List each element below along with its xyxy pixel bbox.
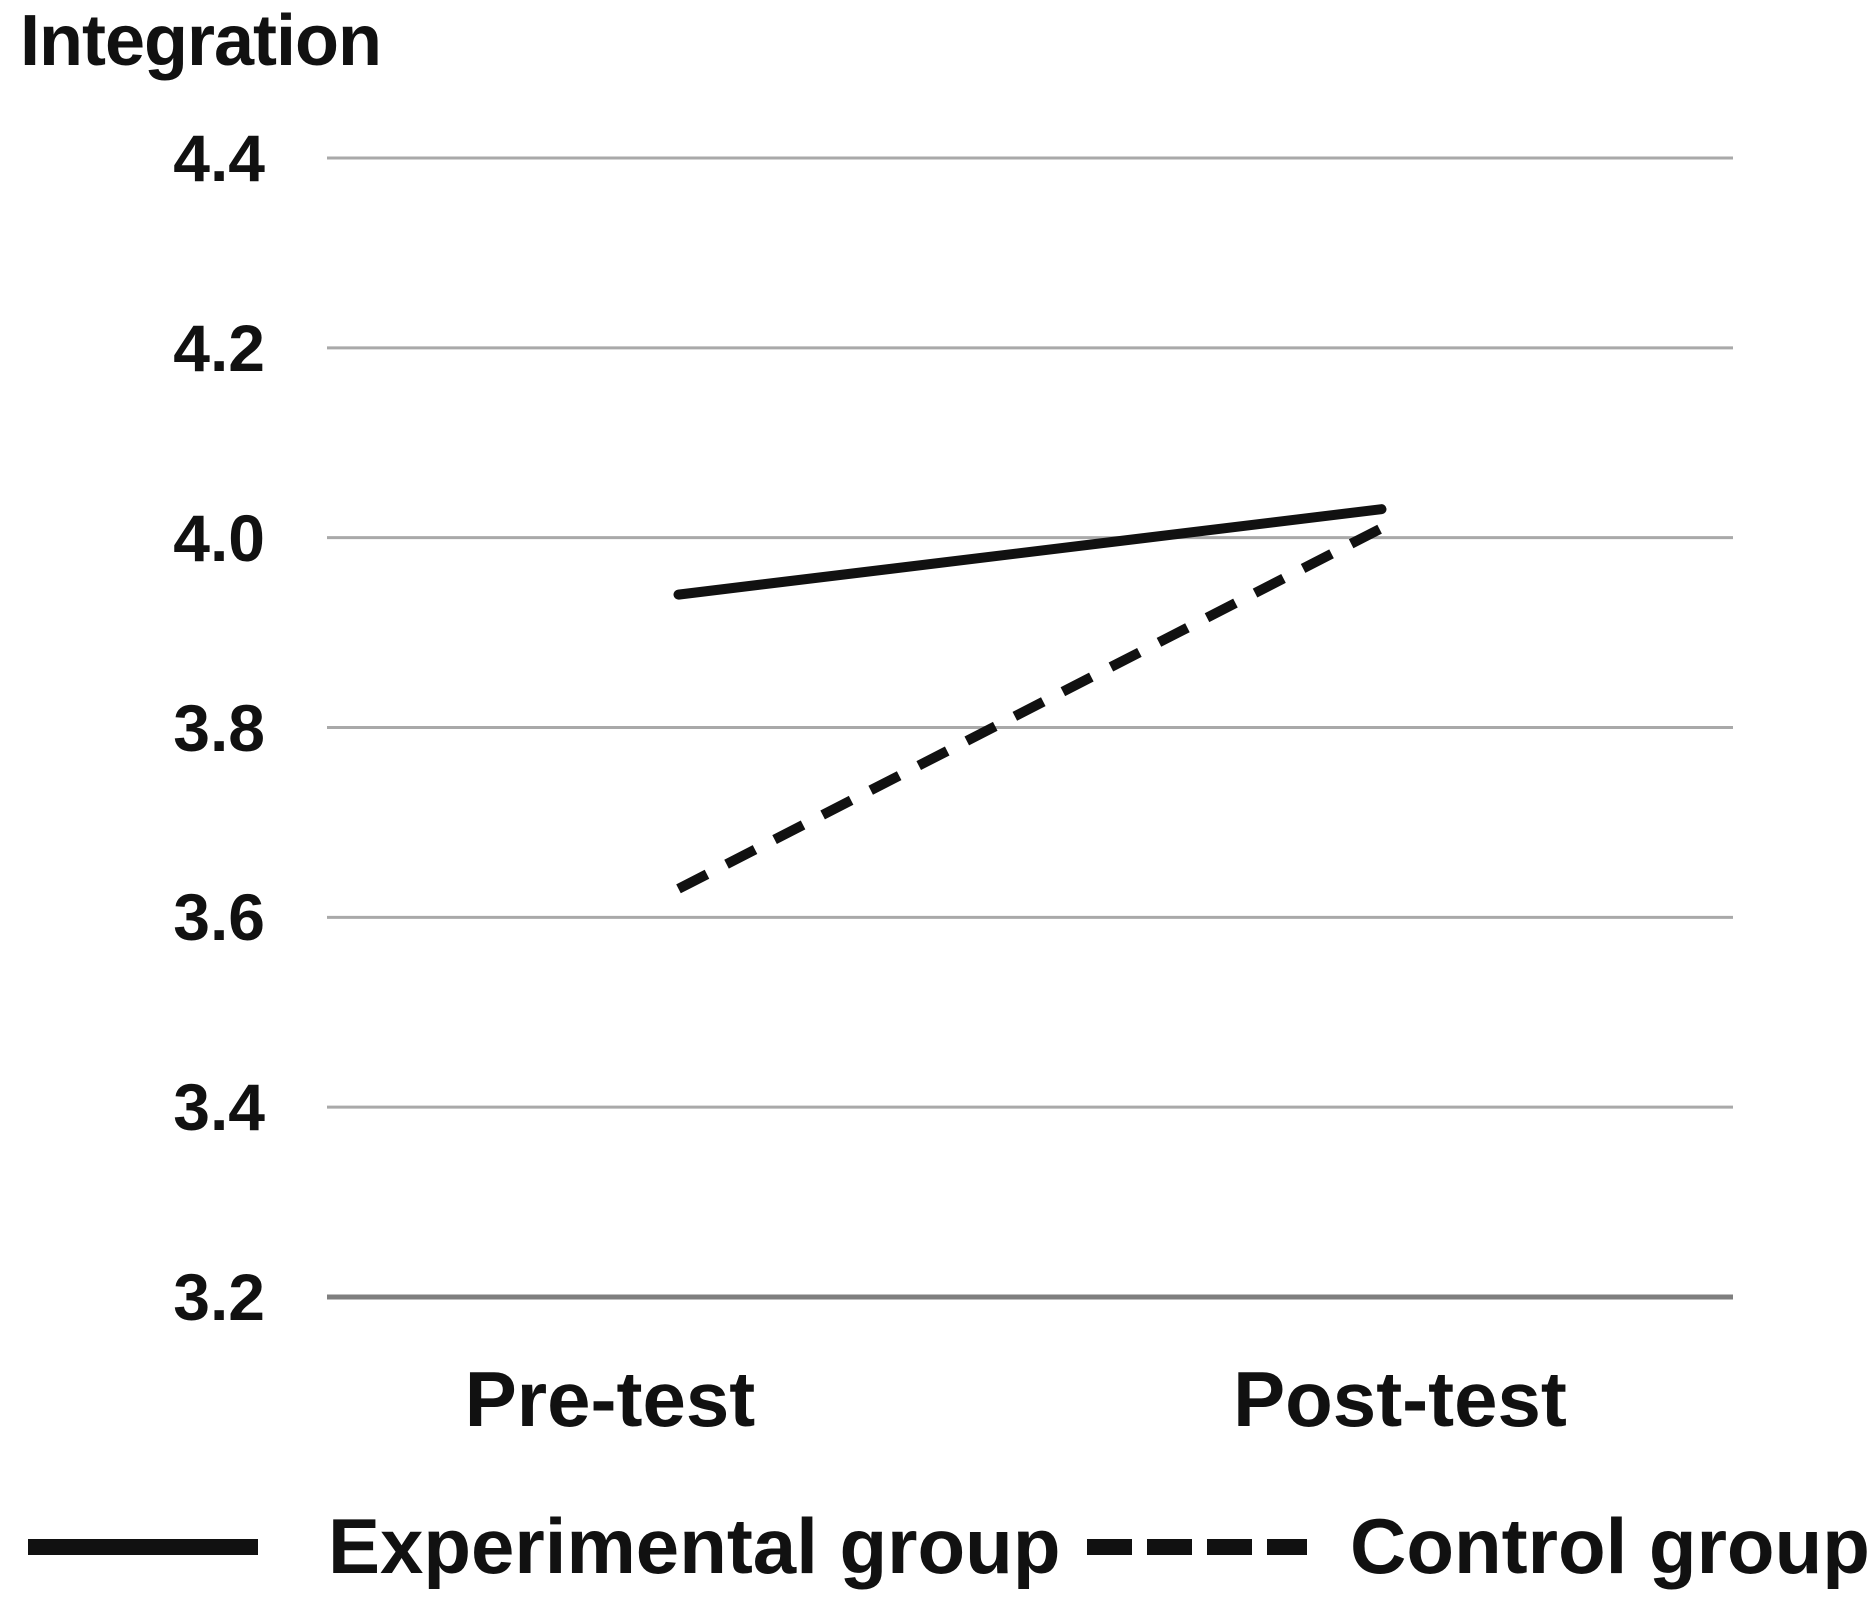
series-line-experimental-group <box>673 504 1387 600</box>
y-tick-label: 3.2 <box>173 1260 265 1334</box>
series-line-control-group <box>676 523 1384 894</box>
y-tick-label: 4.0 <box>173 500 265 575</box>
y-tick-label: 3.6 <box>173 880 265 955</box>
x-axis-label-posttest: Post-test <box>1233 1355 1567 1443</box>
legend: Experimental group Control group <box>0 1490 1872 1611</box>
legend-label-control-group: Control group <box>1350 1502 1870 1590</box>
y-tick-label: 4.2 <box>173 310 265 385</box>
y-tick-label: 3.4 <box>173 1070 265 1145</box>
legend-solid-line-swatch <box>28 1539 258 1555</box>
x-axis-label-pretest: Pre-test <box>464 1355 756 1443</box>
y-tick-label: 3.8 <box>173 690 265 765</box>
legend-dashed-line-swatch <box>1087 1539 1307 1555</box>
y-tick-label: 4.4 <box>173 121 265 195</box>
legend-label-experimental-group: Experimental group <box>328 1502 1061 1590</box>
chart-title: Integration <box>20 1 382 81</box>
